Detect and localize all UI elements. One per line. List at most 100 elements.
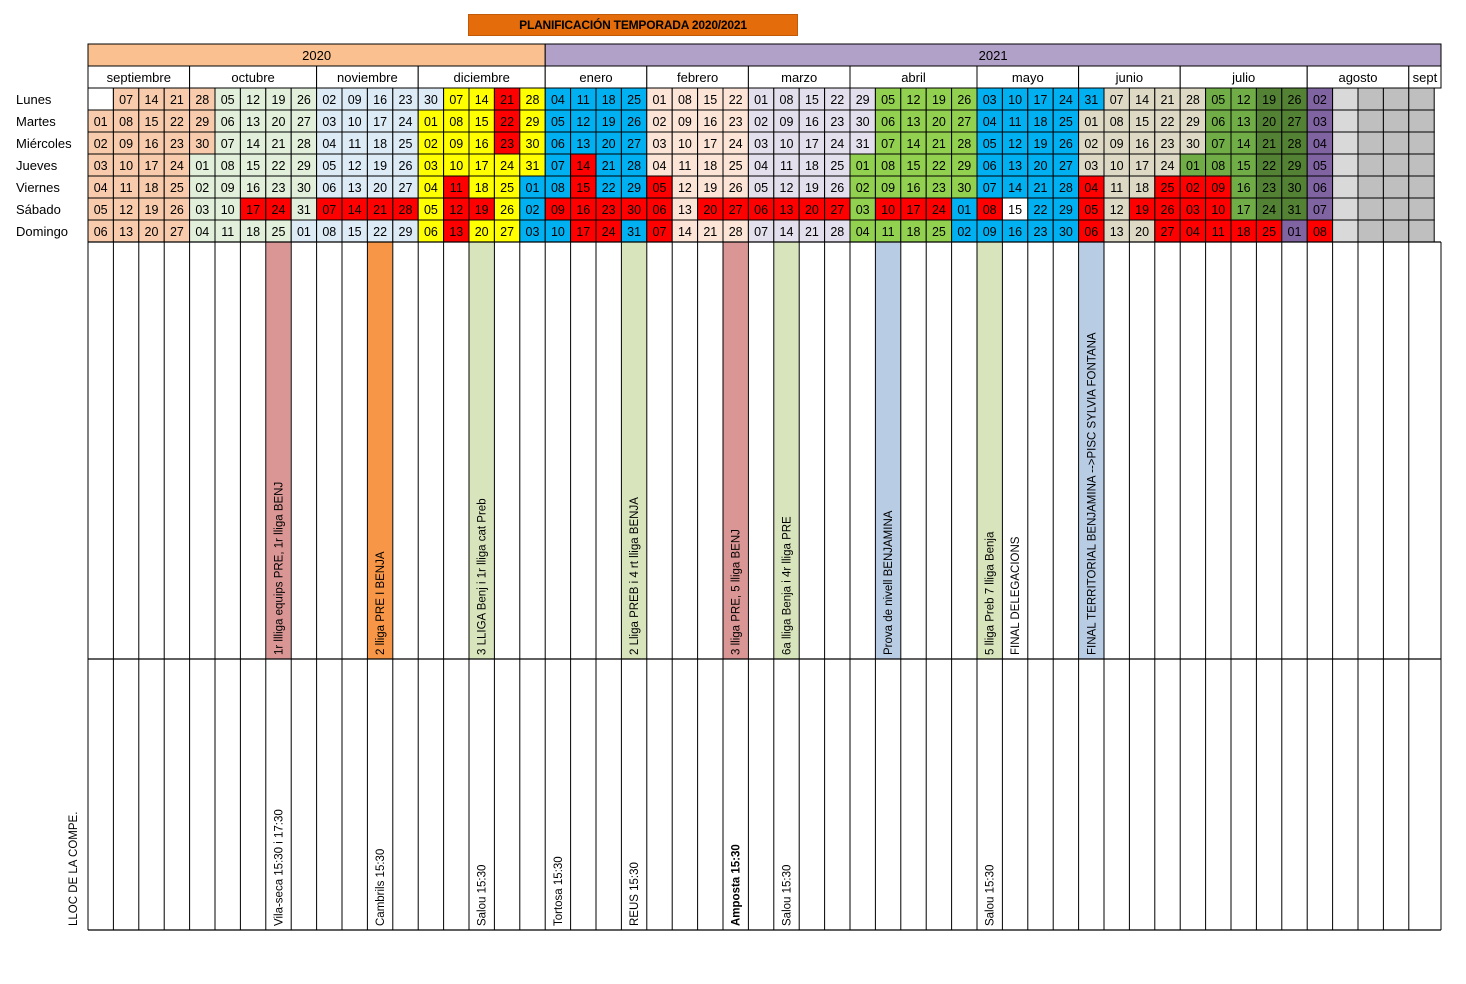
day-number: 01 <box>1186 159 1200 173</box>
day-number: 05 <box>754 181 768 195</box>
day-number: 18 <box>602 93 616 107</box>
day-number: 26 <box>1161 203 1175 217</box>
location-label: Amposta 15:30 <box>731 844 743 926</box>
day-number: 21 <box>1262 137 1276 151</box>
day-number: 06 <box>221 115 235 129</box>
month-label: marzo <box>781 70 817 85</box>
day-number: 25 <box>932 225 946 239</box>
day-number: 08 <box>881 159 895 173</box>
day-number: 09 <box>780 115 794 129</box>
day-number: 19 <box>1135 203 1149 217</box>
day-number: 30 <box>1059 225 1073 239</box>
day-cell <box>1382 131 1410 155</box>
day-number: 07 <box>881 137 895 151</box>
location-label: Salou 15:30 <box>985 865 997 926</box>
day-number: 04 <box>653 159 667 173</box>
day-number: 09 <box>1110 137 1124 151</box>
day-number: 08 <box>678 93 692 107</box>
weekday-label: Viernes <box>16 180 60 195</box>
day-cell <box>1357 197 1384 221</box>
day-number: 25 <box>272 225 286 239</box>
day-number: 13 <box>1110 225 1124 239</box>
day-number: 14 <box>1135 93 1149 107</box>
day-number: 25 <box>500 181 514 195</box>
day-number: 31 <box>1288 203 1302 217</box>
day-number: 10 <box>449 159 463 173</box>
day-number: 27 <box>729 203 743 217</box>
day-number: 14 <box>780 225 794 239</box>
day-cell <box>1332 109 1359 133</box>
day-number: 24 <box>399 115 413 129</box>
day-number: 21 <box>1034 181 1048 195</box>
day-number: 29 <box>856 93 870 107</box>
event-bar <box>977 242 1002 659</box>
day-number: 08 <box>983 203 997 217</box>
day-number: 10 <box>348 115 362 129</box>
day-number: 19 <box>703 181 717 195</box>
day-number: 22 <box>830 93 844 107</box>
day-number: 08 <box>551 181 565 195</box>
day-number: 11 <box>450 181 463 195</box>
day-number: 18 <box>703 159 717 173</box>
event-bar <box>1079 242 1104 659</box>
day-number: 07 <box>1313 203 1327 217</box>
day-number: 18 <box>805 159 819 173</box>
day-cell <box>1408 87 1435 111</box>
day-number: 26 <box>500 203 514 217</box>
day-number: 07 <box>1211 137 1225 151</box>
day-number: 03 <box>983 93 997 107</box>
day-number: 09 <box>983 225 997 239</box>
day-number: 01 <box>754 93 768 107</box>
day-cell <box>87 87 114 111</box>
day-number: 23 <box>399 93 413 107</box>
day-number: 30 <box>957 181 971 195</box>
day-number: 25 <box>1059 115 1073 129</box>
day-number: 24 <box>729 137 743 151</box>
day-cell <box>1357 153 1384 177</box>
day-number: 16 <box>373 93 387 107</box>
day-number: 04 <box>322 137 336 151</box>
day-number: 16 <box>907 181 921 195</box>
day-number: 06 <box>94 225 108 239</box>
day-number: 12 <box>246 93 260 107</box>
day-number: 21 <box>805 225 819 239</box>
day-number: 06 <box>1211 115 1225 129</box>
day-number: 07 <box>449 93 463 107</box>
day-number: 20 <box>373 181 387 195</box>
day-number: 09 <box>678 115 692 129</box>
day-number: 13 <box>576 137 590 151</box>
day-number: 20 <box>1135 225 1149 239</box>
event-bar <box>621 242 647 659</box>
day-number: 25 <box>729 159 743 173</box>
day-number: 29 <box>1059 203 1073 217</box>
day-number: 18 <box>145 181 159 195</box>
day-number: 16 <box>576 203 590 217</box>
day-number: 15 <box>475 115 489 129</box>
day-number: 22 <box>170 115 184 129</box>
day-number: 05 <box>221 93 235 107</box>
day-number: 13 <box>1008 159 1022 173</box>
day-number: 23 <box>1262 181 1276 195</box>
day-number: 20 <box>703 203 717 217</box>
day-number: 20 <box>1262 115 1276 129</box>
day-number: 04 <box>1186 225 1200 239</box>
day-number: 09 <box>881 181 895 195</box>
day-cell <box>1332 153 1359 177</box>
day-number: 12 <box>576 115 590 129</box>
day-number: 23 <box>602 203 616 217</box>
event-bar <box>723 242 748 659</box>
day-number: 28 <box>297 137 311 151</box>
day-number: 12 <box>1008 137 1022 151</box>
day-cell <box>1332 219 1359 243</box>
day-cell <box>1408 109 1435 133</box>
event-label: 1r llliga equips PRE, 1r lliga BENJ <box>274 482 286 655</box>
day-number: 07 <box>754 225 768 239</box>
day-number: 07 <box>221 137 235 151</box>
day-number: 14 <box>145 93 159 107</box>
day-cell <box>1408 153 1435 177</box>
day-number: 14 <box>1008 181 1022 195</box>
day-number: 07 <box>551 159 565 173</box>
day-number: 03 <box>1084 159 1098 173</box>
day-number: 04 <box>856 225 870 239</box>
day-number: 09 <box>1211 181 1225 195</box>
